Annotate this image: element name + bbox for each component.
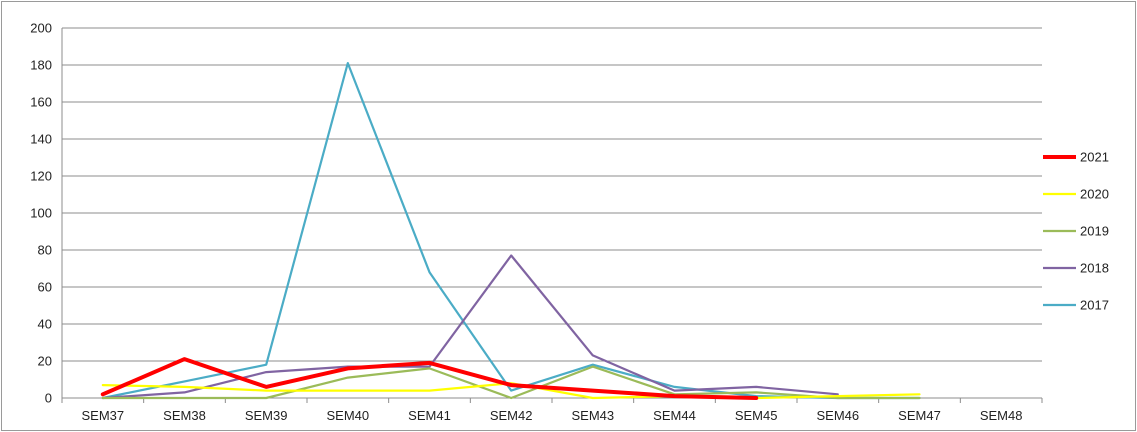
- x-tick-label: SEM47: [898, 408, 941, 423]
- y-tick-label: 120: [30, 169, 52, 184]
- legend-item-2017: 2017: [1043, 298, 1109, 313]
- y-tick-label: 160: [30, 95, 52, 110]
- series-line-2019: [101, 365, 921, 400]
- x-tick-label: SEM38: [163, 408, 206, 423]
- legend-label: 2021: [1080, 150, 1109, 165]
- x-tick-label: SEM43: [572, 408, 615, 423]
- y-tick-label: 20: [38, 354, 52, 369]
- x-tick-label: SEM42: [490, 408, 533, 423]
- x-tick-label: SEM44: [653, 408, 696, 423]
- gridlines: [62, 27, 1042, 362]
- y-tick-label: 60: [38, 280, 52, 295]
- y-tick-label: 40: [38, 317, 52, 332]
- legend-label: 2020: [1080, 187, 1109, 202]
- legend-item-2019: 2019: [1043, 224, 1109, 239]
- series-line-2018: [101, 254, 839, 400]
- x-tick-label: SEM39: [245, 408, 288, 423]
- x-tick-label: SEM37: [82, 408, 125, 423]
- legend-label: 2017: [1080, 298, 1109, 313]
- series-line-2021: [100, 357, 759, 400]
- y-tick-label: 0: [45, 391, 52, 406]
- y-tick-label: 100: [30, 206, 52, 221]
- y-tick-label: 140: [30, 132, 52, 147]
- legend-item-2020: 2020: [1043, 187, 1109, 202]
- series-lines: [100, 61, 921, 400]
- x-tick-label: SEM41: [408, 408, 451, 423]
- x-tick-label: SEM45: [735, 408, 778, 423]
- y-tick-label: 180: [30, 58, 52, 73]
- legend-label: 2019: [1080, 224, 1109, 239]
- legend-item-2021: 2021: [1043, 150, 1109, 165]
- y-tick-label: 200: [30, 21, 52, 36]
- legend-item-2018: 2018: [1043, 261, 1109, 276]
- x-tick-label: SEM46: [817, 408, 860, 423]
- legend-label: 2018: [1080, 261, 1109, 276]
- x-tick-label: SEM48: [980, 408, 1023, 423]
- legend: 2021 2020 2019 2018 2017: [1043, 150, 1109, 313]
- y-tick-label: 80: [38, 243, 52, 258]
- x-tick-label: SEM40: [327, 408, 370, 423]
